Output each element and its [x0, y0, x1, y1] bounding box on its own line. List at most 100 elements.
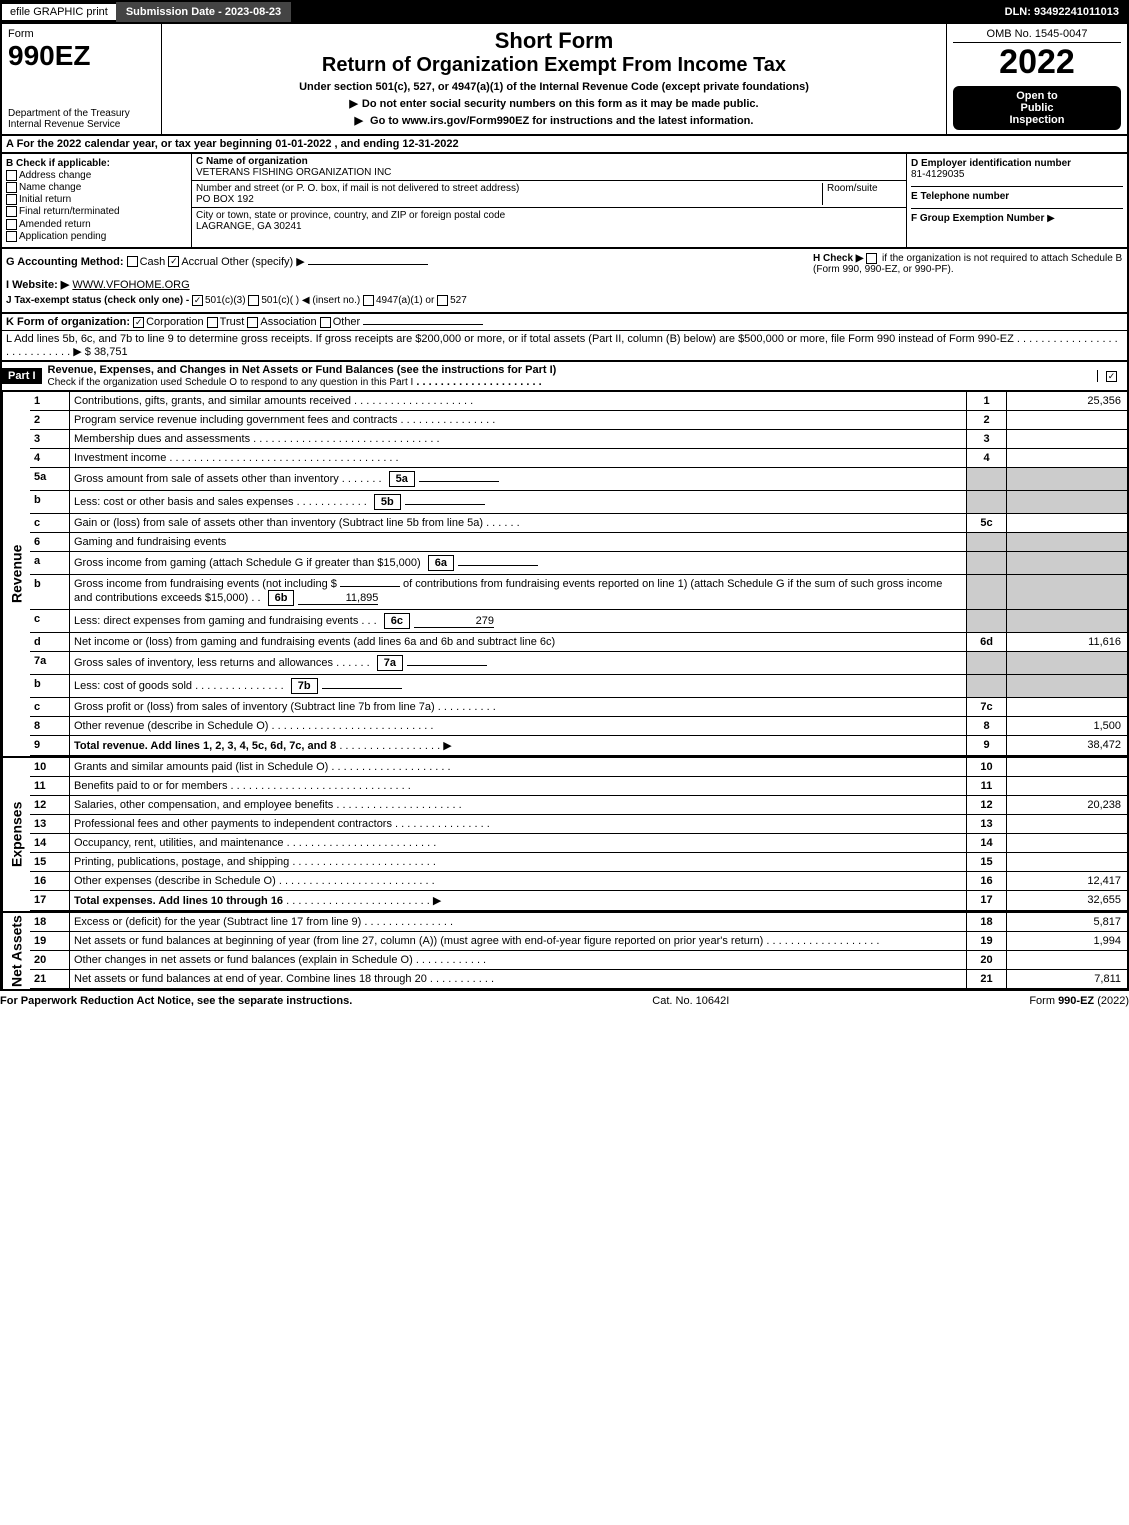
line-10-val	[1007, 758, 1127, 777]
check-501c[interactable]	[248, 295, 259, 306]
efile-label: efile GRAPHIC print	[10, 6, 108, 18]
line-21-val: 7,811	[1007, 970, 1127, 989]
line-17-val: 32,655	[1007, 891, 1127, 911]
line-21-desc: Net assets or fund balances at end of ye…	[70, 970, 967, 989]
side-net-assets: Net Assets	[2, 913, 30, 989]
return-title: Return of Organization Exempt From Incom…	[170, 54, 938, 77]
line-6b-desc: Gross income from fundraising events (no…	[70, 575, 967, 610]
line-1-val: 25,356	[1007, 392, 1127, 411]
line-6-desc: Gaming and fundraising events	[70, 533, 967, 552]
check-application-pending[interactable]: Application pending	[6, 231, 187, 242]
part-i-schedule-o-check[interactable]: ✓	[1097, 370, 1127, 382]
check-other-org[interactable]	[320, 317, 331, 328]
section-a-tax-year: A For the 2022 calendar year, or tax yea…	[0, 136, 1129, 154]
line-17-desc: Total expenses. Add lines 10 through 16 …	[70, 891, 967, 911]
top-bar: efile GRAPHIC print Submission Date - 20…	[0, 0, 1129, 24]
line-10-desc: Grants and similar amounts paid (list in…	[70, 758, 967, 777]
net-assets-table: Net Assets 18 Excess or (deficit) for th…	[0, 913, 1129, 991]
line-5c-val	[1007, 514, 1127, 533]
check-501c3[interactable]: ✓	[192, 295, 203, 306]
submission-date: Submission Date - 2023-08-23	[116, 2, 291, 22]
line-12-val: 20,238	[1007, 796, 1127, 815]
line-15-desc: Printing, publications, postage, and shi…	[70, 853, 967, 872]
page-footer: For Paperwork Reduction Act Notice, see …	[0, 991, 1129, 1011]
dln: DLN: 93492241011013	[997, 2, 1127, 22]
line-8-desc: Other revenue (describe in Schedule O) .…	[70, 717, 967, 736]
under-section: Under section 501(c), 527, or 4947(a)(1)…	[170, 81, 938, 93]
check-527[interactable]	[437, 295, 448, 306]
other-specify-input[interactable]	[308, 264, 428, 265]
line-19-val: 1,994	[1007, 932, 1127, 951]
check-initial-return[interactable]: Initial return	[6, 194, 187, 205]
sections-def: D Employer identification number 81-4129…	[907, 154, 1127, 247]
part-i-label: Part I	[2, 368, 42, 384]
omb-number: OMB No. 1545-0047	[953, 28, 1121, 43]
form-word: Form	[8, 28, 155, 40]
form-number: 990EZ	[8, 40, 155, 72]
line-6a-desc: Gross income from gaming (attach Schedul…	[70, 552, 967, 575]
line-11-desc: Benefits paid to or for members . . . . …	[70, 777, 967, 796]
line-14-val	[1007, 834, 1127, 853]
check-corporation[interactable]: ✓	[133, 317, 144, 328]
side-expenses: Expenses	[2, 758, 30, 911]
section-c: C Name of organization VETERANS FISHING …	[192, 154, 907, 247]
footer-form-ref: Form 990-EZ (2022)	[1029, 995, 1129, 1007]
check-address-change[interactable]: Address change	[6, 170, 187, 181]
line-7c-val	[1007, 698, 1127, 717]
line-2-val	[1007, 411, 1127, 430]
line-18-desc: Excess or (deficit) for the year (Subtra…	[70, 913, 967, 932]
line-5b-desc: Less: cost or other basis and sales expe…	[70, 491, 967, 514]
goto-link[interactable]: Go to www.irs.gov/Form990EZ for instruct…	[170, 114, 938, 127]
row-k: K Form of organization: ✓Corporation Tru…	[0, 314, 1129, 331]
line-13-desc: Professional fees and other payments to …	[70, 815, 967, 834]
header-left: Form 990EZ Department of the Treasury In…	[2, 24, 162, 134]
line-11-val	[1007, 777, 1127, 796]
gross-receipts: $ 38,751	[85, 346, 128, 358]
check-trust[interactable]	[207, 317, 218, 328]
check-name-change[interactable]: Name change	[6, 182, 187, 193]
tax-year: 2022	[953, 43, 1121, 82]
check-final-return[interactable]: Final return/terminated	[6, 206, 187, 217]
org-name-label: C Name of organization	[196, 156, 902, 167]
check-association[interactable]	[247, 317, 258, 328]
city-label: City or town, state or province, country…	[196, 210, 902, 221]
line-20-val	[1007, 951, 1127, 970]
line-16-desc: Other expenses (describe in Schedule O) …	[70, 872, 967, 891]
group-exemption-label: F Group Exemption Number ▶	[911, 213, 1123, 224]
phone-label: E Telephone number	[911, 191, 1123, 202]
check-4947[interactable]	[363, 295, 374, 306]
check-schedule-b[interactable]	[866, 253, 877, 264]
check-cash[interactable]	[127, 256, 138, 267]
line-6d-desc: Net income or (loss) from gaming and fun…	[70, 633, 967, 652]
room-label: Room/suite	[827, 183, 902, 194]
footer-paperwork: For Paperwork Reduction Act Notice, see …	[0, 995, 352, 1007]
row-h: H Check ▶ if the organization is not req…	[813, 253, 1123, 275]
line-2-desc: Program service revenue including govern…	[70, 411, 967, 430]
row-i: I Website: ▶ WWW.VFOHOME.ORG	[6, 278, 1123, 291]
line-9-desc: Total revenue. Add lines 1, 2, 3, 4, 5c,…	[70, 736, 967, 756]
org-name: VETERANS FISHING ORGANIZATION INC	[196, 167, 902, 178]
revenue-table: Revenue 1 Contributions, gifts, grants, …	[0, 392, 1129, 758]
ein: 81-4129035	[911, 169, 1123, 180]
part-i-header: Part I Revenue, Expenses, and Changes in…	[0, 362, 1129, 392]
expenses-table: Expenses 10 Grants and similar amounts p…	[0, 758, 1129, 913]
line-7b-desc: Less: cost of goods sold . . . . . . . .…	[70, 675, 967, 698]
website-link[interactable]: WWW.VFOHOME.ORG	[72, 279, 189, 291]
other-org-input[interactable]	[363, 324, 483, 325]
line-20-desc: Other changes in net assets or fund bala…	[70, 951, 967, 970]
check-accrual[interactable]: ✓	[168, 256, 179, 267]
line-6c-desc: Less: direct expenses from gaming and fu…	[70, 610, 967, 633]
efile-print[interactable]: efile GRAPHIC print	[2, 4, 116, 20]
header-center: Short Form Return of Organization Exempt…	[162, 24, 947, 134]
line-7c-desc: Gross profit or (loss) from sales of inv…	[70, 698, 967, 717]
short-form-title: Short Form	[170, 28, 938, 54]
city: LAGRANGE, GA 30241	[196, 221, 902, 232]
line-3-val	[1007, 430, 1127, 449]
check-amended-return[interactable]: Amended return	[6, 219, 187, 230]
row-l: L Add lines 5b, 6c, and 7b to line 9 to …	[0, 331, 1129, 362]
side-revenue: Revenue	[2, 392, 30, 756]
line-13-val	[1007, 815, 1127, 834]
line-18-val: 5,817	[1007, 913, 1127, 932]
line-5c-desc: Gain or (loss) from sale of assets other…	[70, 514, 967, 533]
line-14-desc: Occupancy, rent, utilities, and maintena…	[70, 834, 967, 853]
